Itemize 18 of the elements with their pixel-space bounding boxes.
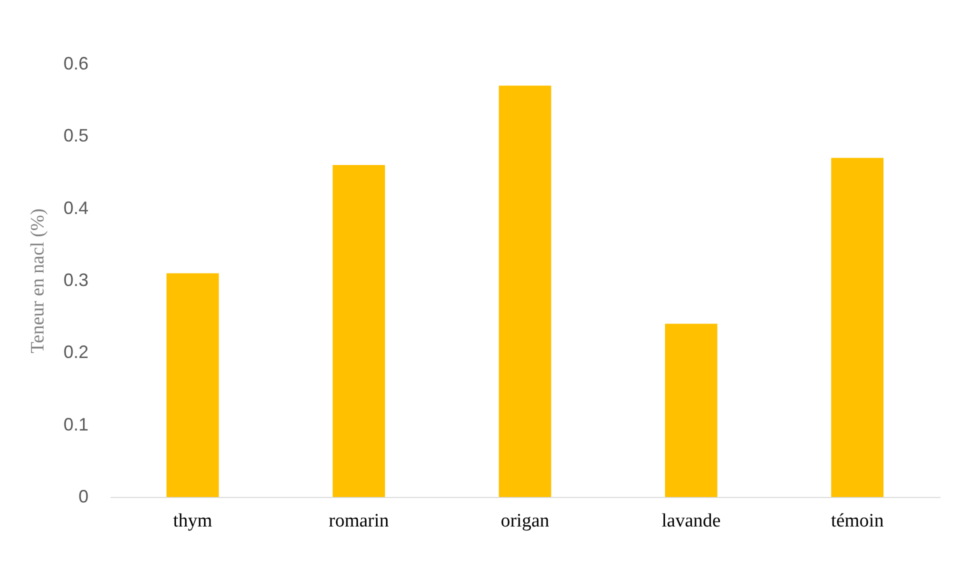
bar (332, 165, 386, 497)
y-tick-label: 0.5 (63, 126, 88, 146)
x-tick-label: témoin (830, 510, 884, 532)
y-tick-label: 0.2 (63, 342, 88, 362)
y-axis-title: Teneur en nacl (%) (27, 208, 48, 354)
x-tick-label: romarin (328, 510, 390, 532)
x-tick-label: origan (500, 510, 550, 532)
x-tick-label: lavande (662, 510, 721, 532)
y-tick-label: 0 (78, 486, 88, 506)
bar (664, 324, 718, 497)
y-tick-label: 0.3 (63, 270, 88, 290)
bar (831, 158, 884, 497)
y-tick-label: 0.4 (63, 198, 88, 218)
bar (498, 86, 552, 497)
bar (166, 273, 219, 497)
y-tick-label: 0.6 (63, 54, 88, 74)
x-tick-label: thym (173, 510, 212, 532)
y-tick-label: 0.1 (63, 414, 88, 434)
